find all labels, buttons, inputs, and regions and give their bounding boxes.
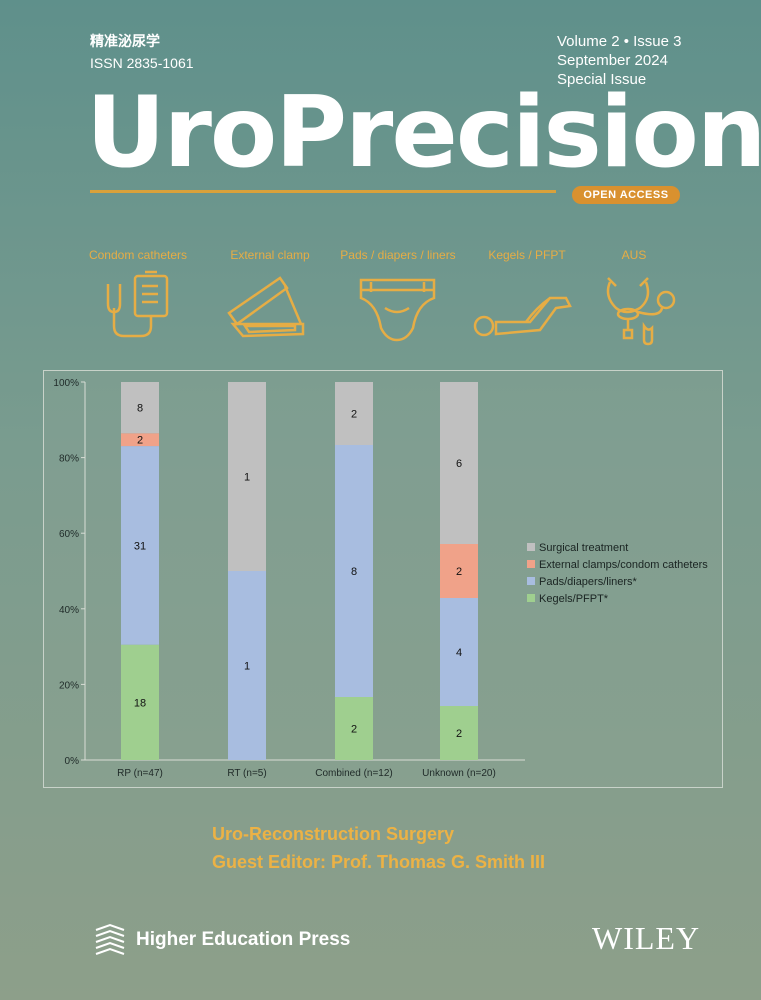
title-rule [90,190,556,193]
bar-segment [121,382,159,434]
guest-editor: Guest Editor: Prof. Thomas G. Smith III [212,852,546,872]
bar-value-label: 1 [244,472,250,484]
legend-label: Surgical treatment [539,542,628,554]
bar-value-label: 2 [137,435,143,447]
category-label: RP (n=47) [117,768,163,779]
special-issue-subtitle: Uro-Reconstruction Surgery Guest Editor:… [212,820,545,876]
bar-value-label: 2 [456,566,462,578]
bar-segment [440,544,478,598]
icon-label-aus: AUS [621,248,647,262]
bar-value-label: 2 [351,409,357,421]
y-tick-label: 100% [53,378,79,389]
legend-swatch [527,577,535,585]
category-label: Unknown (n=20) [422,768,496,779]
bar-value-label: 2 [456,728,462,740]
bar-segment [228,382,266,571]
y-tick-label: 20% [59,680,79,691]
hep-logo-icon [95,923,125,955]
bar-segment [121,446,159,645]
journal-title: UroPrecision [86,76,761,190]
bar-value-label: 6 [456,458,462,470]
legend-label: External clamps/condom catheters [539,559,708,571]
category-label: RT (n=5) [227,768,266,779]
stacked-bar-chart: 0% 20% 40% 60% 80% 100% 18 31 2 8 RP (n=47) 1 1 RT (n… [53,378,708,779]
bar-segment [335,445,373,697]
volume-issue: Volume 2 • Issue 3 [557,33,682,50]
chinese-title: 精准泌尿学 [90,33,160,49]
icon-label-pads: Pads / diapers / liners [340,248,456,262]
external-clamp-icon [227,276,305,338]
bar-segment [121,433,159,447]
y-tick-label: 40% [59,605,79,616]
subtitle-topic: Uro-Reconstruction Surgery [212,824,455,844]
bar-value-label: 18 [134,697,146,709]
bar-segment [440,598,478,706]
bar-segment [440,382,478,544]
kegel-pose-icon [473,296,572,337]
issn: ISSN 2835-1061 [90,55,194,71]
special-issue: Special Issue [557,71,647,88]
bar-segment [335,697,373,760]
artificial-sphincter-icon [606,277,676,346]
category-label: Combined (n=12) [315,768,393,779]
bar-value-label: 8 [351,566,357,578]
bar-value-label: 2 [351,724,357,736]
journal-info: 精准泌尿学 ISSN 2835-1061 [90,30,194,74]
legend-label: Pads/diapers/liners* [539,576,638,588]
publisher-name: Higher Education Press [136,929,351,950]
bar-value-label: 4 [456,647,462,659]
icon-label-condom: Condom catheters [88,248,188,262]
condom-catheter-icon [106,270,169,338]
wiley-logo: WILEY [592,920,701,956]
y-tick-label: 60% [59,529,79,540]
icon-label-clamp: External clamp [230,248,310,262]
issue-info: Volume 2 • Issue 3 September 2024 Specia… [557,32,682,89]
legend-swatch [527,543,535,551]
y-tick-label: 80% [59,454,79,465]
legend-label: Kegels/PFPT* [539,593,609,605]
bar-segment [335,382,373,445]
legend-swatch [527,594,535,602]
publisher-block: Higher Education Press [92,922,350,958]
bar-value-label: 31 [134,540,146,552]
bar-value-label: 8 [137,403,143,415]
open-access-badge: OPEN ACCESS [572,186,680,204]
bar-segment [440,706,478,760]
issue-date: September 2024 [557,52,668,69]
bar-segment [228,571,266,760]
legend-swatch [527,560,535,568]
diaper-icon [359,278,436,342]
y-tick-label: 0% [65,756,80,767]
bar-segment [121,644,159,760]
bar-value-label: 1 [244,661,250,673]
icon-label-kegels: Kegels / PFPT [488,248,566,262]
